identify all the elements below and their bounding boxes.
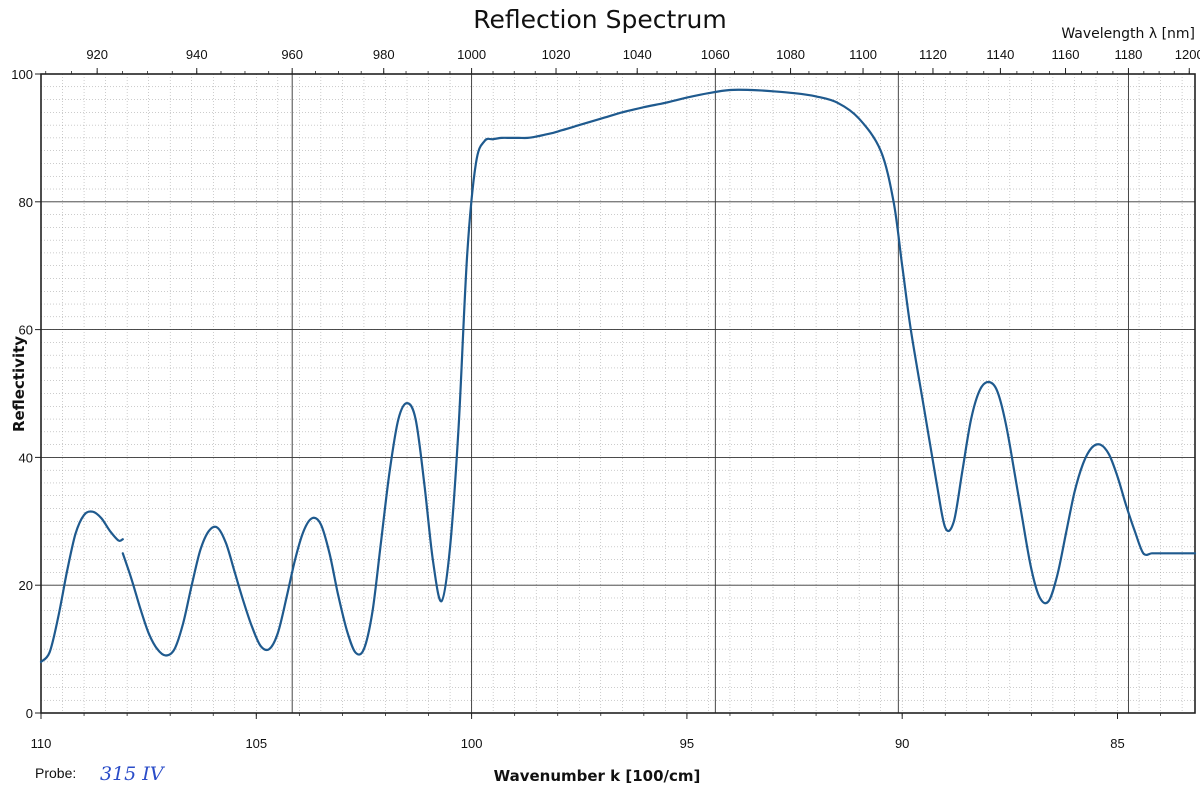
top-axis-ticks: 920 940 960 980 1000 1020 1040 1060 1080 1100 1120… — [45, 47, 1200, 74]
y-tick-label: 80 — [19, 195, 33, 210]
x-tick-label: 100 — [461, 736, 483, 751]
x-tick-label: 110 — [31, 736, 52, 751]
probe-label: Probe: — [35, 765, 76, 781]
plot-frame — [40, 73, 1196, 714]
y-tick-label: 100 — [11, 67, 33, 82]
y-tick-label: 20 — [19, 578, 33, 593]
top-tick-label: 1040 — [623, 47, 652, 62]
y-tick-label: 40 — [19, 450, 33, 465]
top-tick-label: 1180 — [1114, 47, 1142, 62]
top-tick-label: 1200 — [1175, 47, 1200, 62]
top-axis-title: Wavelength λ [nm] — [1061, 26, 1195, 42]
top-tick-label: 940 — [186, 47, 208, 62]
top-tick-label: 1000 — [457, 47, 486, 62]
x-tick-label: 105 — [245, 736, 267, 751]
series-layer — [39, 88, 1197, 663]
reflectivity-curve — [39, 510, 124, 663]
top-tick-label: 1080 — [776, 47, 805, 62]
top-tick-label: 960 — [281, 47, 303, 62]
y-tick-label: 0 — [26, 706, 33, 721]
probe-value: 315 IV — [100, 763, 166, 785]
x-axis-title: Wavenumber k [100/cm] — [494, 767, 701, 785]
top-tick-label: 1020 — [542, 47, 571, 62]
y-axis-title: Reflectivity — [10, 336, 28, 432]
minor-grid — [40, 73, 1195, 714]
x-tick-label: 95 — [680, 736, 694, 751]
top-tick-label: 1060 — [701, 47, 730, 62]
chart-title: Reflection Spectrum — [473, 5, 726, 34]
top-tick-label: 920 — [86, 47, 108, 62]
x-axis-ticks: 110 105 100 95 90 85 — [31, 713, 1161, 751]
top-tick-label: 1120 — [919, 47, 947, 62]
top-tick-label: 1140 — [986, 47, 1014, 62]
y-tick-label: 60 — [19, 323, 33, 338]
x-tick-label: 90 — [895, 736, 909, 751]
top-tick-label: 980 — [373, 47, 395, 62]
y-axis-ticks: 0 20 40 60 80 100 — [11, 67, 41, 721]
top-tick-label: 1100 — [849, 47, 877, 62]
top-tick-label: 1160 — [1052, 47, 1080, 62]
reflectivity-curve — [121, 88, 1197, 657]
x-tick-label: 85 — [1110, 736, 1124, 751]
